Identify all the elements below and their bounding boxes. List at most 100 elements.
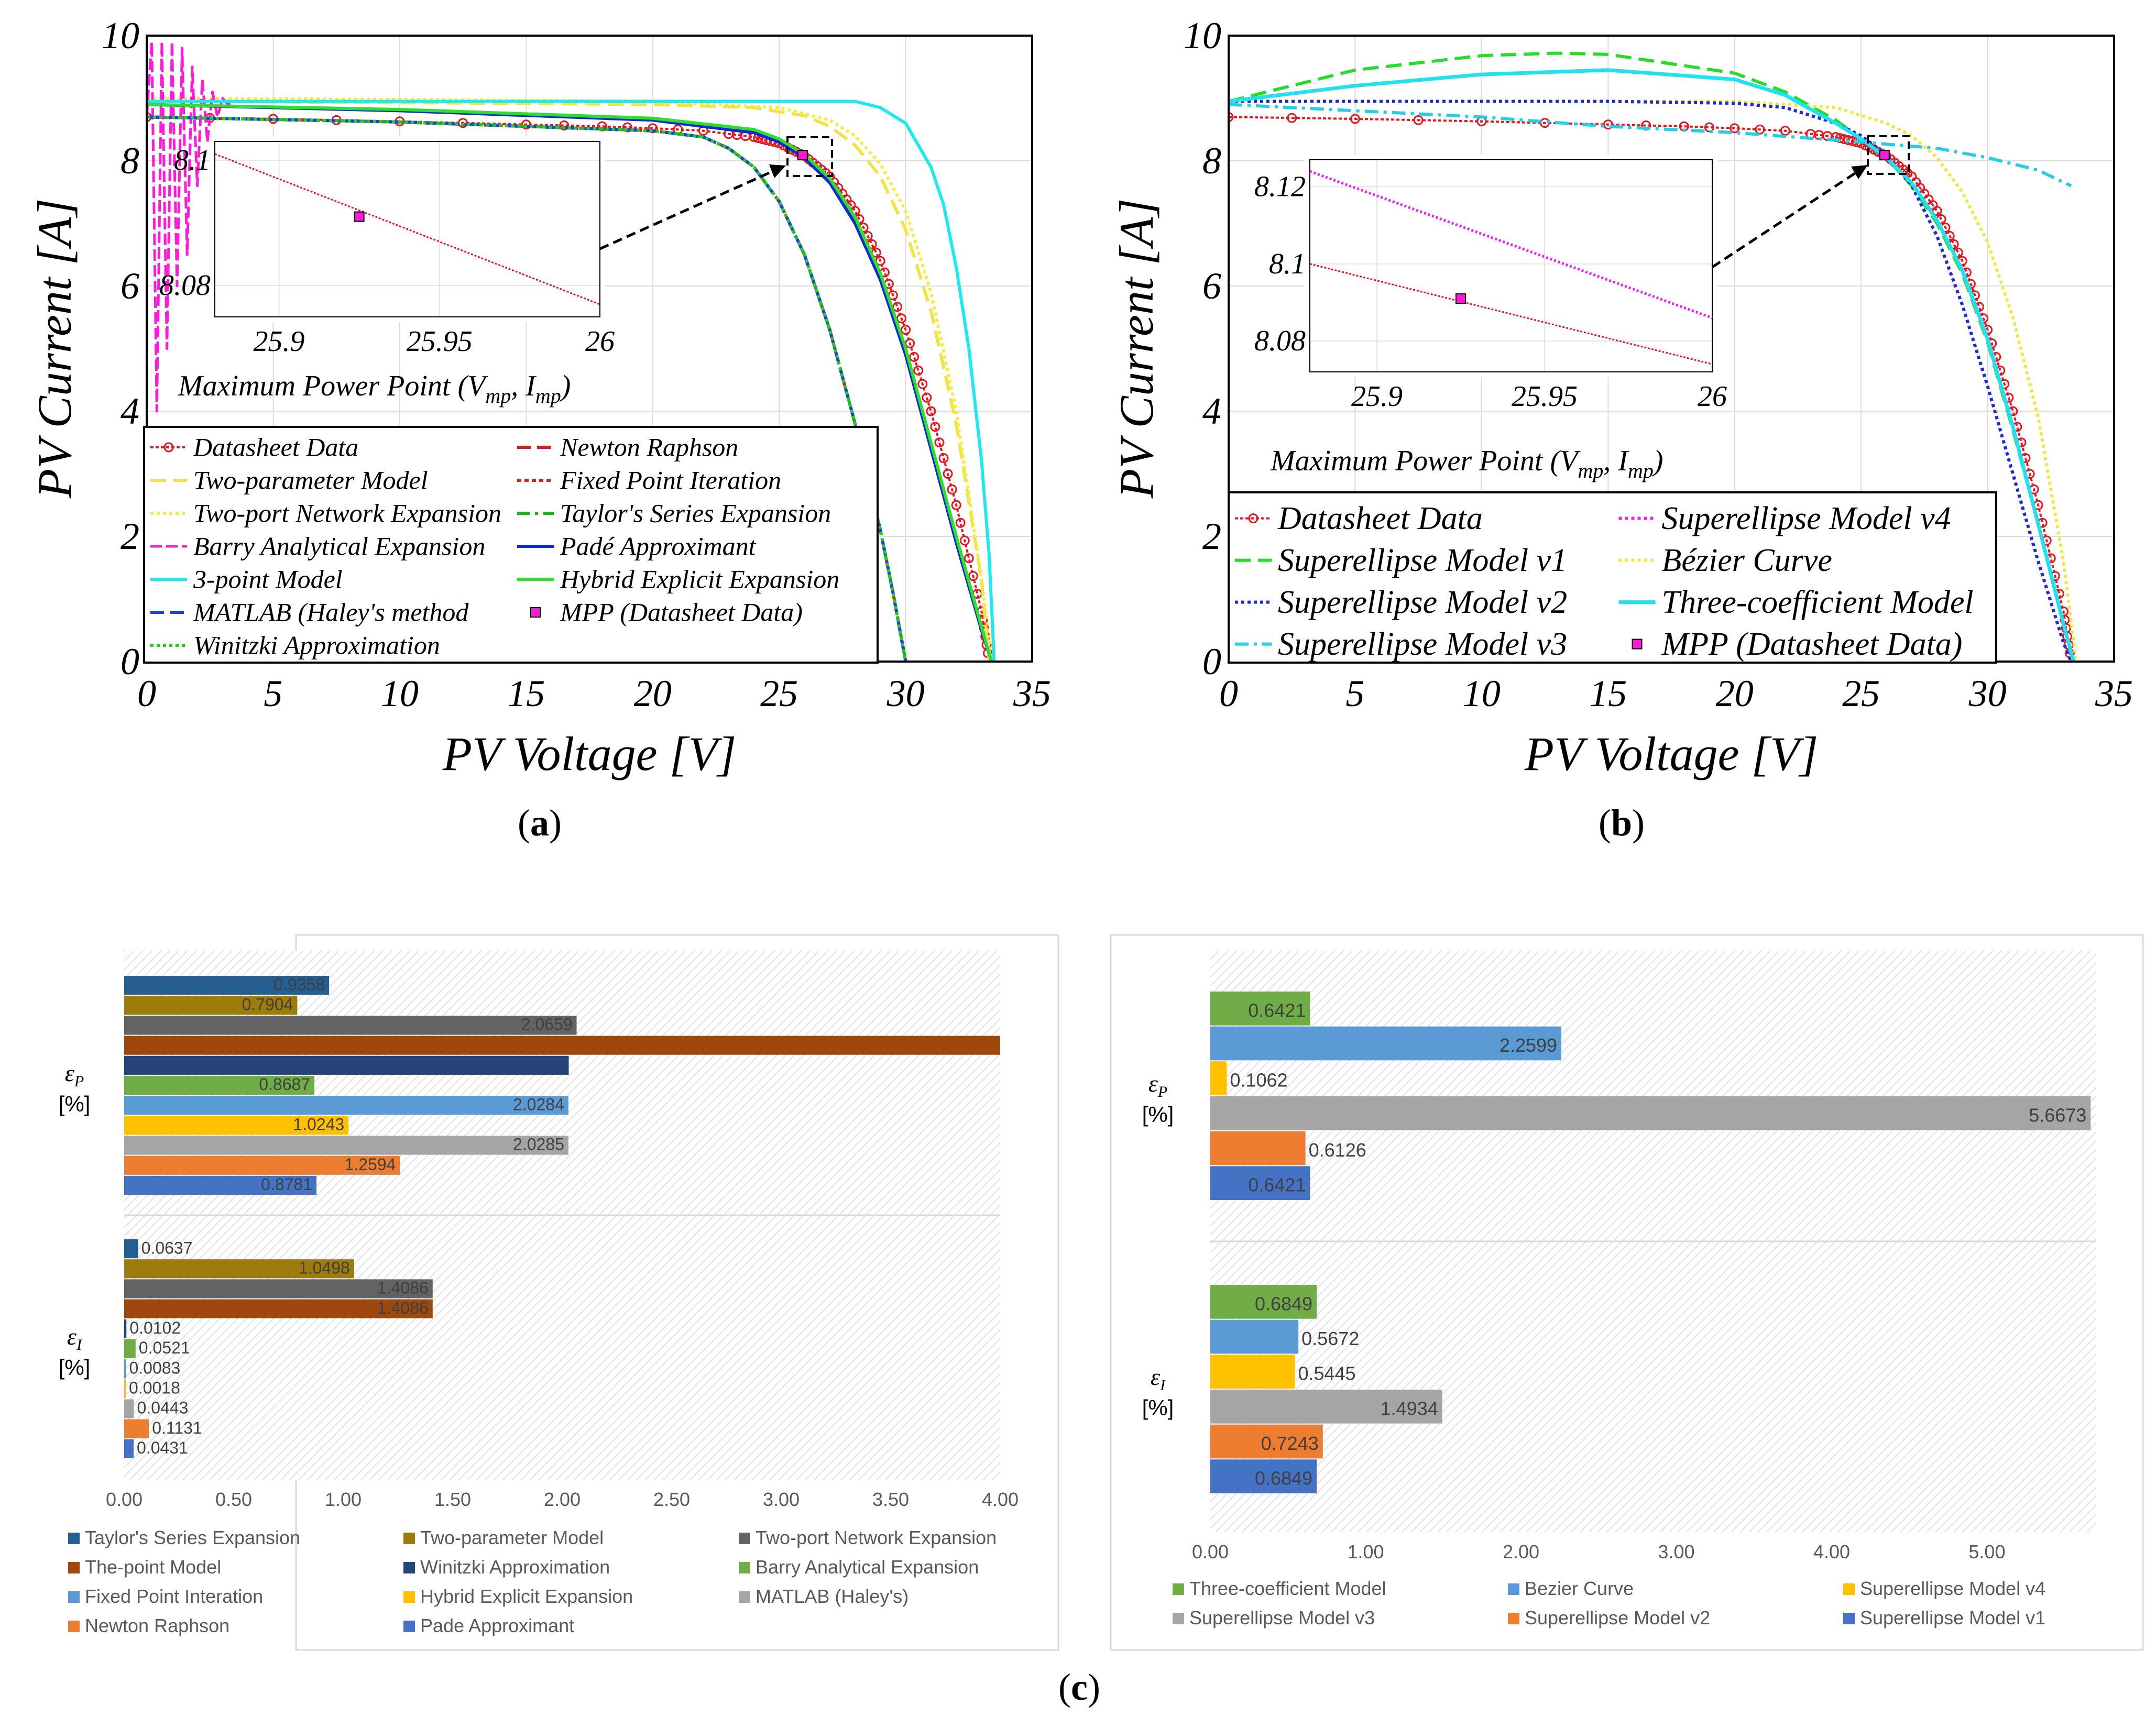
inset-background: [1305, 155, 1717, 377]
category-label: εI: [67, 1323, 83, 1353]
bar-superellipse-model-v3: [1210, 1390, 1442, 1424]
y-tick-label: 0: [1202, 641, 1221, 683]
bar-legend-swatch: [68, 1591, 80, 1603]
mpp-point: [797, 150, 808, 161]
legend-label: Winitzki Approximation: [193, 631, 440, 660]
y-tick-label: 6: [1202, 265, 1221, 307]
bar-chart-c2-frame: [1110, 934, 2144, 1651]
y-tick-label: 10: [1184, 15, 1221, 57]
legend-swatch-marker: [163, 442, 174, 453]
inset-b-zoom-box: [1867, 135, 1910, 175]
plot-b-ticks: 0 5 10 15 20 25 30 35 0 2 4 6 8 10: [1184, 15, 2133, 714]
inset-x-tick-label: 25.9: [254, 325, 305, 358]
inset-a-arrowhead: [769, 164, 786, 178]
legend-label: Hybrid Explicit Expansion: [560, 565, 839, 594]
datasheet-marker: [901, 325, 911, 335]
bar-legend-label: Fixed Point Interation: [85, 1586, 263, 1607]
legend-label: Datasheet Data: [193, 433, 358, 462]
panel-a: 0 5 10 15 20 25 30 35 0 2 4 6 8 10 PV Voltage [V] PV …: [28, 15, 1051, 844]
inset-line-datasheet: [214, 153, 600, 305]
bar-data-label: 0.0443: [137, 1399, 189, 1417]
datasheet-marker: [934, 437, 945, 448]
datasheet-marker: [917, 379, 928, 389]
bar-pade-approximant: [124, 1439, 134, 1458]
bar-legend-swatch: [403, 1591, 415, 1603]
y-tick-label: 6: [121, 265, 139, 307]
legend-label: Superellipse Model v4: [1662, 501, 1951, 536]
bar-data-label: 0.6126: [1309, 1139, 1366, 1161]
panel-b: 0 5 10 15 20 25 30 35 0 2 4 6 8 10 PV Voltage [V] PV …: [1110, 15, 2133, 844]
legend-label: MPP (Datasheet Data): [1661, 626, 1963, 662]
y-tick-label: 4: [121, 390, 139, 432]
bar-x-tick-label: 3.50: [872, 1489, 909, 1510]
bar-three-coefficient-model: [1210, 1285, 1317, 1319]
bar-winitzki-approximation: [124, 1319, 127, 1338]
bar-legend-swatch: [1843, 1583, 1855, 1595]
panel-label-c: (c): [1058, 1666, 1100, 1708]
legend-a: Datasheet Data Newton Raphson Two-paramete…: [143, 426, 879, 664]
datasheet-marker: [955, 518, 966, 528]
series-line-pad-approximant: [147, 103, 993, 662]
bar-three-coefficient-model: [1210, 992, 1310, 1026]
inset-x-tick-label: 26: [585, 325, 615, 358]
bar-winitzki-approximation: [124, 1055, 569, 1075]
bar-legend-label: Winitzki Approximation: [420, 1556, 610, 1578]
bar-legend-swatch: [1843, 1613, 1855, 1624]
inset-a: 25.9 25.95 26 8.08 8.1: [159, 136, 615, 358]
inset-a-zoom-box: [786, 136, 833, 177]
bar-bezier-curve: [1210, 1026, 1562, 1061]
inset-b-xlabel: Maximum Power Point (Vmp, Imp): [1270, 445, 1663, 482]
inset-x-tick-label: 25.95: [1512, 380, 1578, 413]
datasheet-marker: [930, 422, 940, 432]
datasheet-marker: [1755, 124, 1765, 135]
datasheet-marker: [926, 406, 936, 416]
bar-superellipse-model-v2: [1210, 1131, 1306, 1165]
bar-x-tick-label: 1.00: [1347, 1541, 1384, 1562]
x-tick-label: 10: [1463, 673, 1501, 714]
bar-legend-label: Newton Raphson: [85, 1615, 229, 1636]
series-line-b-zier-curve: [1229, 100, 2078, 662]
legend-label: Fixed Point Iteration: [560, 466, 781, 495]
bar-data-label: 0.6849: [1255, 1293, 1312, 1314]
bar-two-parameter-model: [124, 996, 298, 1015]
inset-line-secondary: [1309, 170, 1713, 320]
inset-y-tick-label: 8.1: [1269, 248, 1306, 280]
x-tick-label: 0: [137, 673, 156, 714]
bar-superellipse-model-v1: [1210, 1459, 1317, 1493]
plot-a-series: [147, 40, 996, 662]
inset-line-datasheet: [1309, 263, 1713, 365]
legend-label: MATLAB (Haley's method: [193, 598, 469, 627]
datasheet-marker: [964, 553, 974, 564]
legend-label: Two-parameter Model: [193, 466, 428, 495]
inset-a-xlabel: Maximum Power Point (Vmp, Imp): [178, 370, 571, 408]
bar-legend-label: Hybrid Explicit Expansion: [420, 1586, 633, 1607]
bar-x-tick-label: 3.00: [1658, 1541, 1694, 1562]
plot-a-ylabel: PV Current [A]: [28, 199, 81, 499]
inset-x-tick-label: 25.9: [1351, 380, 1403, 413]
legend-label: Taylor's Series Expansion: [560, 499, 831, 528]
y-tick-label: 0: [121, 641, 139, 683]
bar-data-label: 2.2599: [1500, 1034, 1557, 1056]
plot-b-ylabel: PV Current [A]: [1110, 199, 1163, 499]
legend-swatch-marker: [1248, 513, 1258, 524]
bar-taylor-s-series-expansion: [124, 976, 330, 995]
bar-hybrid-explicit-expansion: [124, 1379, 126, 1399]
bar-data-label: 0.9358: [273, 975, 325, 994]
bar-x-tick-label: 1.00: [325, 1489, 362, 1510]
datasheet-marker: [922, 392, 932, 403]
datasheet-marker: [909, 351, 920, 362]
datasheet-marker: [959, 535, 970, 546]
legend-box: [1228, 491, 1997, 664]
bar-legend-swatch: [403, 1562, 415, 1573]
category-unit: [%]: [1142, 1102, 1174, 1127]
inset-y-tick-label: 8.08: [159, 269, 211, 302]
datasheet-marker: [1730, 123, 1740, 134]
datasheet-marker: [938, 453, 949, 464]
bar-matlab-haley-s: [124, 1136, 568, 1155]
bar-legend-label: Superellipse Model v2: [1525, 1607, 1710, 1628]
bar-two-parameter-model: [124, 1259, 354, 1279]
inset-x-tick-label: 25.95: [407, 325, 473, 358]
datasheet-marker: [521, 119, 531, 130]
inset-mpp-point: [354, 211, 365, 222]
